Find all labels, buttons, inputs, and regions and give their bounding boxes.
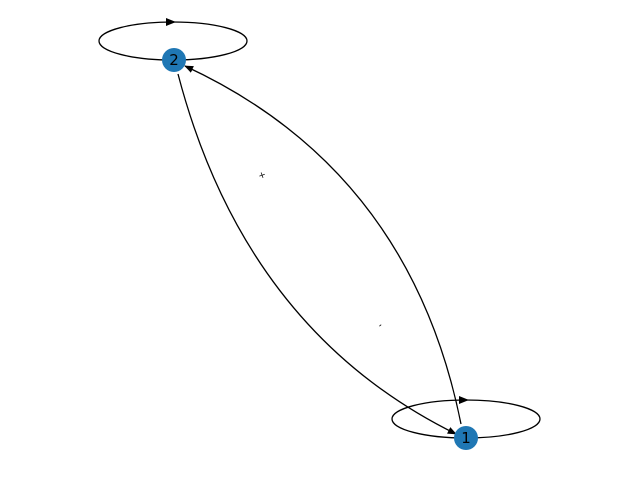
edge-label-minus: -: [376, 321, 385, 331]
edge-1-to-2: [184, 65, 462, 425]
node-2[interactable]: 2: [162, 48, 186, 72]
edge-2-to-1: [177, 73, 457, 435]
node-2-circle: [162, 48, 186, 72]
self-loop-arrowhead-1: [459, 396, 469, 404]
node-1[interactable]: 1: [454, 426, 478, 450]
self-loop-arrowhead-2: [166, 18, 176, 26]
node-1-label: 1: [461, 429, 471, 447]
node-1-circle: [454, 426, 478, 450]
edge-label-plus: +: [257, 170, 268, 182]
node-2-label: 2: [169, 51, 179, 69]
